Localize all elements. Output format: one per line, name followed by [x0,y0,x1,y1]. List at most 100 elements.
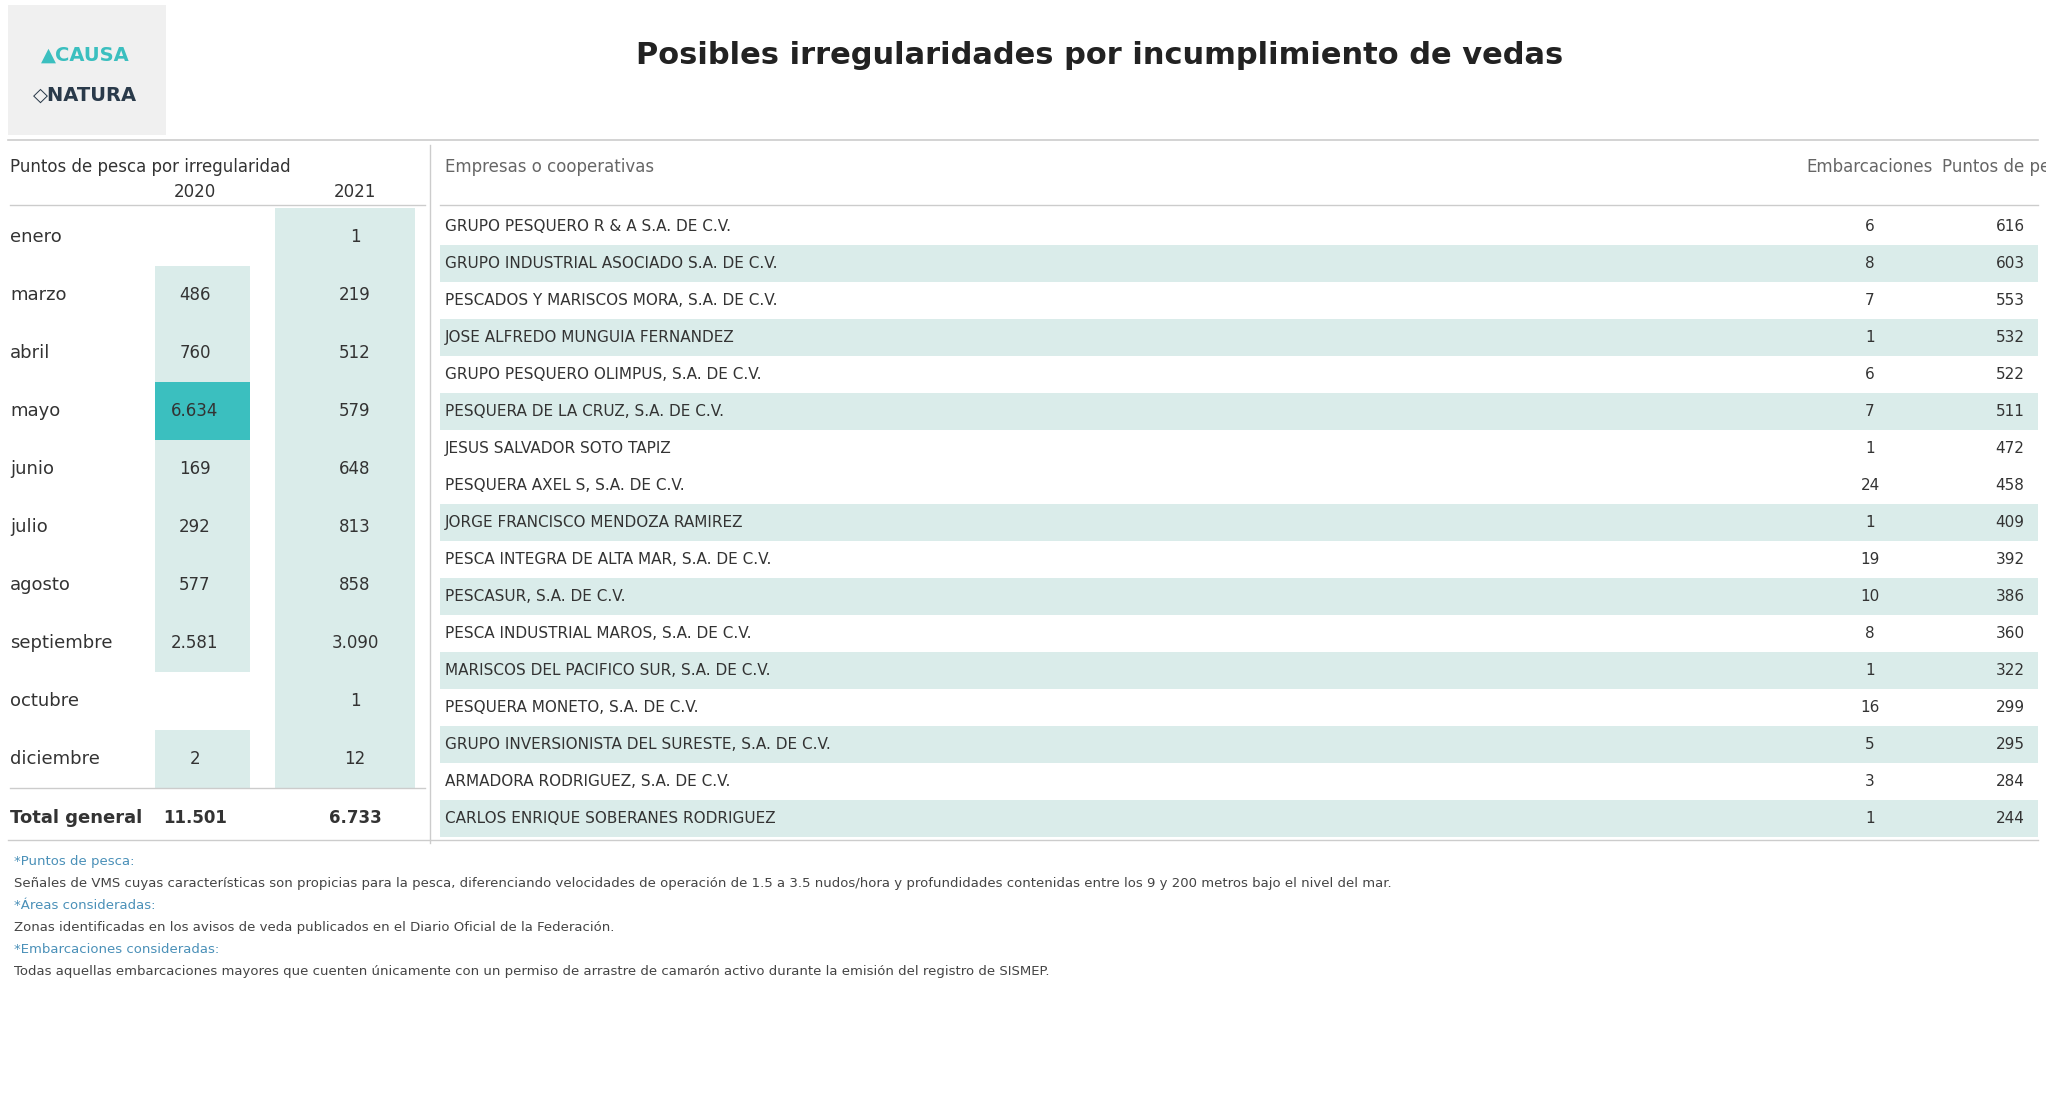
Text: JOSE ALFREDO MUNGUIA FERNANDEZ: JOSE ALFREDO MUNGUIA FERNANDEZ [444,330,735,345]
Text: ◇NATURA: ◇NATURA [33,86,137,104]
Bar [274,498,415,556]
Text: PESCA INTEGRA DE ALTA MAR, S.A. DE C.V.: PESCA INTEGRA DE ALTA MAR, S.A. DE C.V. [444,552,771,567]
Text: 3: 3 [1866,774,1874,789]
Text: 2.581: 2.581 [172,634,219,652]
Text: GRUPO INDUSTRIAL ASOCIADO S.A. DE C.V.: GRUPO INDUSTRIAL ASOCIADO S.A. DE C.V. [444,256,777,271]
Bar [155,498,250,556]
Text: 284: 284 [1995,774,2023,789]
Text: 1: 1 [1866,441,1874,456]
Text: 6: 6 [1866,367,1874,382]
Text: Todas aquellas embarcaciones mayores que cuenten únicamente con un permiso de ar: Todas aquellas embarcaciones mayores que… [14,965,1050,978]
Text: 458: 458 [1995,478,2023,493]
Text: MARISCOS DEL PACIFICO SUR, S.A. DE C.V.: MARISCOS DEL PACIFICO SUR, S.A. DE C.V. [444,663,771,677]
Bar [274,382,415,440]
Text: 295: 295 [1995,737,2023,752]
Text: 511: 511 [1995,404,2023,419]
Text: 532: 532 [1995,330,2023,345]
Text: 24: 24 [1860,478,1880,493]
Text: PESQUERA MONETO, S.A. DE C.V.: PESQUERA MONETO, S.A. DE C.V. [444,701,698,715]
Text: GRUPO PESQUERO OLIMPUS, S.A. DE C.V.: GRUPO PESQUERO OLIMPUS, S.A. DE C.V. [444,367,761,382]
Text: 813: 813 [340,518,370,536]
Bar [440,800,2038,837]
Text: 486: 486 [180,285,211,304]
Text: 6.634: 6.634 [172,402,219,421]
Text: PESCASUR, S.A. DE C.V.: PESCASUR, S.A. DE C.V. [444,589,626,604]
Bar [155,440,250,498]
Bar [274,324,415,382]
Text: 1: 1 [350,692,360,710]
Text: 2020: 2020 [174,183,217,201]
Text: 392: 392 [1995,552,2026,567]
Bar [155,382,250,440]
Bar [155,614,250,672]
Text: 19: 19 [1860,552,1880,567]
Text: 10: 10 [1860,589,1880,604]
Bar [155,266,250,324]
Text: Puntos de pesca por irregularidad: Puntos de pesca por irregularidad [10,158,291,176]
Text: junio: junio [10,460,53,478]
Text: agosto: agosto [10,576,72,594]
Text: *Puntos de pesca:: *Puntos de pesca: [14,855,135,869]
Text: 244: 244 [1995,811,2023,826]
Text: Embarcaciones: Embarcaciones [1807,158,1933,176]
Bar [155,730,250,788]
Text: 553: 553 [1995,293,2023,309]
Bar [155,556,250,614]
Text: ARMADORA RODRIGUEZ, S.A. DE C.V.: ARMADORA RODRIGUEZ, S.A. DE C.V. [444,774,730,789]
Text: JORGE FRANCISCO MENDOZA RAMIREZ: JORGE FRANCISCO MENDOZA RAMIREZ [444,515,743,530]
Text: Posibles irregularidades por incumplimiento de vedas: Posibles irregularidades por incumplimie… [636,41,1563,69]
Bar [274,672,415,730]
Bar [274,440,415,498]
Text: enero: enero [10,228,61,246]
Text: 7: 7 [1866,404,1874,419]
Text: 360: 360 [1995,626,2026,641]
Bar [274,730,415,788]
Text: 322: 322 [1995,663,2023,677]
Text: 472: 472 [1995,441,2023,456]
Text: abril: abril [10,344,51,362]
Text: GRUPO PESQUERO R & A S.A. DE C.V.: GRUPO PESQUERO R & A S.A. DE C.V. [444,219,730,234]
Text: 169: 169 [180,460,211,478]
Text: diciembre: diciembre [10,750,100,768]
Bar [274,556,415,614]
Text: 1: 1 [350,228,360,246]
Text: PESCA INDUSTRIAL MAROS, S.A. DE C.V.: PESCA INDUSTRIAL MAROS, S.A. DE C.V. [444,626,751,641]
Text: 8: 8 [1866,256,1874,271]
Text: julio: julio [10,518,47,536]
Text: PESCADOS Y MARISCOS MORA, S.A. DE C.V.: PESCADOS Y MARISCOS MORA, S.A. DE C.V. [444,293,777,309]
Text: 12: 12 [344,750,366,768]
Text: 7: 7 [1866,293,1874,309]
Text: 5: 5 [1866,737,1874,752]
Text: 409: 409 [1995,515,2023,530]
Bar [274,208,415,266]
Text: 2: 2 [190,750,201,768]
Text: 219: 219 [340,285,370,304]
Bar [274,614,415,672]
Bar [440,320,2038,356]
Text: 292: 292 [180,518,211,536]
Bar [440,504,2038,541]
Text: *Embarcaciones consideradas:: *Embarcaciones consideradas: [14,943,219,956]
Text: 386: 386 [1995,589,2026,604]
Bar [440,578,2038,615]
Text: Zonas identificadas en los avisos de veda publicados en el Diario Oficial de la : Zonas identificadas en los avisos de ved… [14,921,614,934]
Text: 3.090: 3.090 [331,634,379,652]
Bar [440,393,2038,430]
Text: Señales de VMS cuyas características son propicias para la pesca, diferenciando : Señales de VMS cuyas características son… [14,877,1391,890]
Bar [440,652,2038,690]
Text: 603: 603 [1995,256,2026,271]
Text: 1: 1 [1866,663,1874,677]
Text: GRUPO INVERSIONISTA DEL SURESTE, S.A. DE C.V.: GRUPO INVERSIONISTA DEL SURESTE, S.A. DE… [444,737,831,752]
Text: ▲CAUSA: ▲CAUSA [41,45,129,65]
Text: Total general: Total general [10,809,143,827]
Text: CARLOS ENRIQUE SOBERANES RODRIGUEZ: CARLOS ENRIQUE SOBERANES RODRIGUEZ [444,811,775,826]
Text: JESUS SALVADOR SOTO TAPIZ: JESUS SALVADOR SOTO TAPIZ [444,441,671,456]
Text: 1: 1 [1866,330,1874,345]
Text: Empresas o cooperativas: Empresas o cooperativas [444,158,655,176]
Text: 6.733: 6.733 [329,809,381,827]
Text: 299: 299 [1995,701,2026,715]
Text: 648: 648 [340,460,370,478]
Text: septiembre: septiembre [10,634,113,652]
Text: 16: 16 [1860,701,1880,715]
Text: 760: 760 [180,344,211,362]
